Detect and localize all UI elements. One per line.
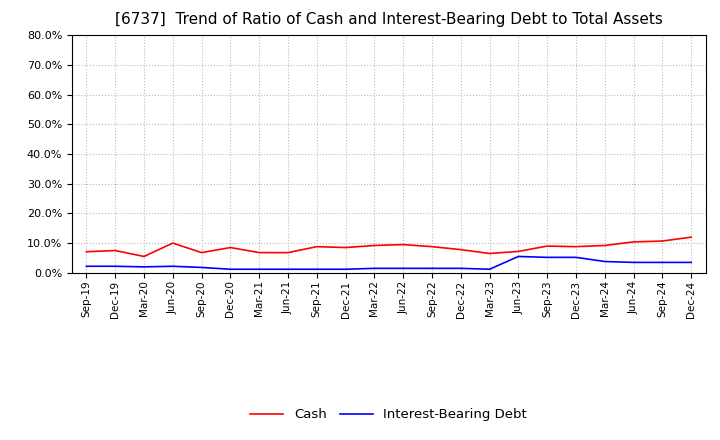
Interest-Bearing Debt	[168, 264, 177, 269]
Cash	[370, 243, 379, 248]
Interest-Bearing Debt	[514, 254, 523, 259]
Legend: Cash, Interest-Bearing Debt: Cash, Interest-Bearing Debt	[245, 403, 533, 426]
Interest-Bearing Debt	[572, 255, 580, 260]
Interest-Bearing Debt	[428, 266, 436, 271]
Interest-Bearing Debt	[312, 267, 321, 272]
Cash	[600, 243, 609, 248]
Interest-Bearing Debt	[600, 259, 609, 264]
Cash	[629, 239, 638, 245]
Cash	[197, 250, 206, 255]
Cash	[284, 250, 292, 255]
Cash	[111, 248, 120, 253]
Cash	[456, 247, 465, 252]
Cash	[428, 244, 436, 249]
Cash	[82, 249, 91, 254]
Cash	[226, 245, 235, 250]
Interest-Bearing Debt	[111, 264, 120, 269]
Cash	[140, 254, 148, 259]
Interest-Bearing Debt	[255, 267, 264, 272]
Cash	[168, 240, 177, 246]
Interest-Bearing Debt	[456, 266, 465, 271]
Interest-Bearing Debt	[687, 260, 696, 265]
Cash	[514, 249, 523, 254]
Interest-Bearing Debt	[629, 260, 638, 265]
Cash	[399, 242, 408, 247]
Interest-Bearing Debt	[341, 267, 350, 272]
Interest-Bearing Debt	[197, 265, 206, 270]
Interest-Bearing Debt	[140, 264, 148, 269]
Interest-Bearing Debt	[370, 266, 379, 271]
Cash	[341, 245, 350, 250]
Interest-Bearing Debt	[399, 266, 408, 271]
Cash	[687, 235, 696, 240]
Interest-Bearing Debt	[226, 267, 235, 272]
Line: Interest-Bearing Debt: Interest-Bearing Debt	[86, 257, 691, 269]
Cash	[485, 251, 494, 256]
Cash	[255, 250, 264, 255]
Interest-Bearing Debt	[485, 267, 494, 272]
Interest-Bearing Debt	[543, 255, 552, 260]
Cash	[312, 244, 321, 249]
Interest-Bearing Debt	[284, 267, 292, 272]
Interest-Bearing Debt	[658, 260, 667, 265]
Cash	[572, 244, 580, 249]
Interest-Bearing Debt	[82, 264, 91, 269]
Cash	[658, 238, 667, 244]
Line: Cash: Cash	[86, 237, 691, 257]
Cash	[543, 243, 552, 249]
Title: [6737]  Trend of Ratio of Cash and Interest-Bearing Debt to Total Assets: [6737] Trend of Ratio of Cash and Intere…	[115, 12, 662, 27]
